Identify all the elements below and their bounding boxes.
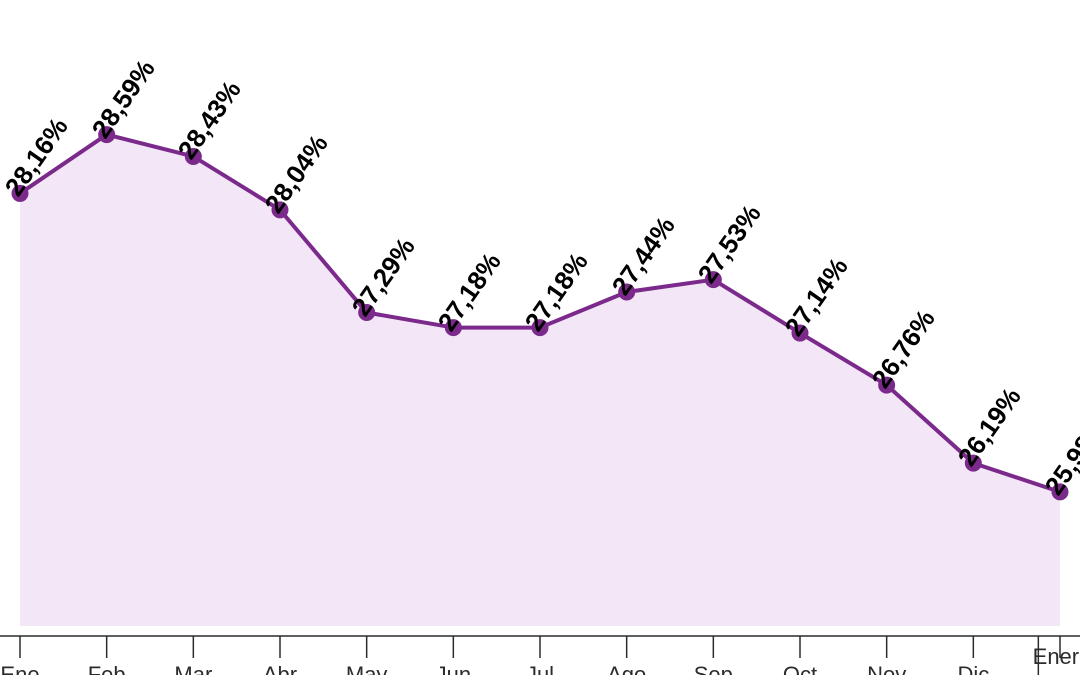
x-axis-label: Mar [174,662,212,675]
x-axis-label: Abr [263,662,297,675]
x-axis-label: Ene [0,662,39,675]
x-axis-label: Ago [607,662,646,675]
x-axis-label: Sep [694,662,733,675]
x-axis-label: Nov [867,662,906,675]
x-axis-label: Jul [526,662,554,675]
x-axis-label: Jun [436,662,471,675]
x-axis-label: Enero [1033,644,1080,670]
x-axis-label: Feb [88,662,126,675]
x-axis-label: Dic [957,662,989,675]
x-axis-label: Oct [783,662,817,675]
area-fill [20,135,1060,626]
monthly-percentage-chart: 28,16%28,59%28,43%28,04%27,29%27,18%27,1… [0,0,1080,675]
x-axis-label: May [346,662,388,675]
